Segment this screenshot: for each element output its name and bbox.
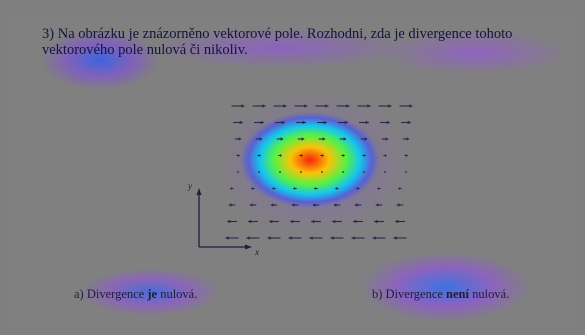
answer-b-prefix: b) Divergence: [372, 287, 447, 301]
field-arrow: [294, 104, 308, 108]
field-arrow: [293, 186, 297, 191]
field-arrow: [374, 219, 384, 224]
field-arrow: [233, 120, 243, 125]
question-text: 3) Na obrázku je znázorněno vektorové po…: [42, 26, 562, 58]
field-arrow: [291, 203, 299, 207]
axis-y-arrowhead: [196, 188, 202, 195]
field-arrow: [342, 171, 344, 173]
field-arrow: [356, 186, 360, 191]
field-arrow: [225, 236, 239, 240]
field-arrow: [335, 186, 339, 191]
field-arrow: [272, 186, 276, 191]
field-arrow: [341, 153, 345, 158]
field-arrow: [254, 120, 264, 125]
field-arrow: [381, 137, 389, 141]
field-arrow: [321, 171, 323, 173]
field-arrow: [270, 203, 278, 207]
answer-option-a[interactable]: a) Divergence je nulová.: [74, 287, 197, 302]
field-arrow: [255, 137, 263, 141]
field-arrow: [318, 137, 326, 141]
field-arrow: [320, 153, 324, 158]
field-arrow: [228, 203, 236, 207]
answer-option-b[interactable]: b) Divergence není nulová.: [372, 287, 509, 302]
field-arrow: [267, 236, 281, 240]
field-arrow: [311, 219, 321, 224]
field-arrow: [360, 137, 368, 141]
field-arrow: [405, 171, 407, 173]
field-arrow: [402, 137, 410, 141]
field-arrow: [357, 104, 371, 108]
field-arrow: [363, 171, 365, 173]
field-arrow: [338, 120, 348, 125]
field-arrow: [312, 203, 320, 207]
field-arrow: [276, 137, 284, 141]
field-arrow: [252, 104, 266, 108]
field-arrow: [354, 203, 362, 207]
field-arrow: [339, 137, 347, 141]
field-arrow: [401, 120, 411, 125]
field-arrow: [299, 153, 303, 158]
field-arrow: [377, 186, 381, 191]
field-arrow: [380, 120, 390, 125]
field-arrow: [275, 120, 285, 125]
field-arrow: [249, 203, 257, 207]
field-arrow: [384, 171, 386, 173]
axis-x-arrowhead: [245, 244, 252, 250]
field-arrow: [300, 171, 302, 173]
field-arrow: [404, 153, 408, 158]
field-arrow: [399, 104, 413, 108]
question-body: Na obrázku je znázorněno vektorové pole.…: [42, 26, 513, 58]
answer-a-suffix: nulová.: [157, 287, 198, 301]
answer-a-emphasis: je: [147, 287, 158, 301]
field-arrow: [257, 153, 261, 158]
field-arrow: [278, 153, 282, 158]
field-arrow: [258, 171, 260, 173]
field-arrow: [236, 153, 240, 158]
field-arrow: [393, 236, 407, 240]
field-arrow: [297, 137, 305, 141]
field-arrow: [234, 137, 242, 141]
field-arrow: [330, 236, 344, 240]
field-arrow: [246, 236, 260, 240]
field-arrow: [378, 104, 392, 108]
field-arrow: [362, 153, 366, 158]
field-arrow: [351, 236, 365, 240]
field-arrow: [230, 186, 234, 191]
field-arrow: [333, 203, 341, 207]
field-arrow: [231, 104, 245, 108]
question-number: 3): [42, 26, 55, 42]
answer-b-suffix: nulová.: [468, 287, 510, 301]
field-arrow: [279, 171, 281, 173]
field-arrow: [309, 236, 323, 240]
field-arrow: [359, 120, 369, 125]
field-arrow: [353, 219, 363, 224]
field-arrow: [336, 104, 350, 108]
field-arrow: [383, 153, 387, 158]
answer-a-prefix: a) Divergence: [74, 287, 148, 301]
field-arrow: [273, 104, 287, 108]
vector-field-arrows: [225, 104, 413, 240]
field-arrow: [332, 219, 342, 224]
field-arrow: [314, 186, 318, 191]
field-arrow: [315, 104, 329, 108]
field-arrow: [290, 219, 300, 224]
field-arrow: [372, 236, 386, 240]
axis-y-label: y: [187, 181, 192, 191]
field-arrow: [395, 219, 405, 224]
field-arrow: [396, 203, 404, 207]
field-arrow: [375, 203, 383, 207]
field-arrow: [296, 120, 306, 125]
field-arrow: [237, 171, 239, 173]
field-arrow: [251, 186, 255, 191]
axis-x-label: x: [254, 247, 259, 257]
answer-b-emphasis: není: [446, 287, 469, 301]
field-arrow: [398, 186, 402, 191]
field-arrow: [288, 236, 302, 240]
field-arrow: [227, 219, 237, 224]
field-arrow: [317, 120, 327, 125]
field-arrow: [269, 219, 279, 224]
field-arrow: [248, 219, 258, 224]
axes: y x: [187, 181, 259, 257]
